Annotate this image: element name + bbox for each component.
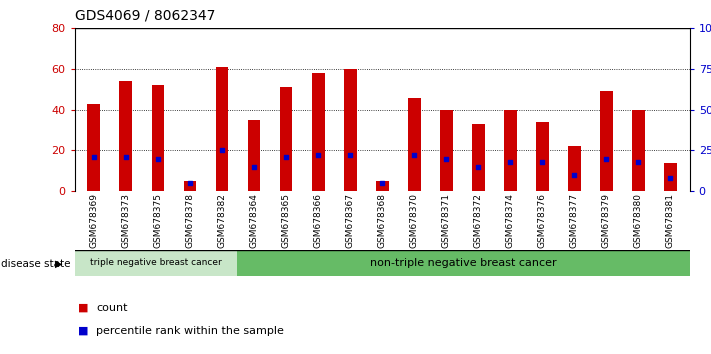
Point: [601, 156, 612, 161]
Bar: [247, 120, 260, 191]
Point: [409, 153, 420, 158]
Text: GSM678366: GSM678366: [314, 193, 323, 248]
Bar: [472, 124, 485, 191]
Text: GSM678373: GSM678373: [122, 193, 130, 248]
Text: triple negative breast cancer: triple negative breast cancer: [90, 258, 221, 267]
Text: GSM678369: GSM678369: [90, 193, 98, 248]
Text: disease state: disease state: [1, 259, 71, 269]
Text: ■: ■: [78, 326, 89, 336]
Text: GSM678370: GSM678370: [410, 193, 419, 248]
Text: GSM678364: GSM678364: [250, 193, 259, 248]
Bar: [75, 250, 237, 276]
Text: percentile rank within the sample: percentile rank within the sample: [96, 326, 284, 336]
Text: GSM678371: GSM678371: [442, 193, 451, 248]
Point: [152, 156, 164, 161]
Text: GSM678379: GSM678379: [602, 193, 611, 248]
Text: GSM678377: GSM678377: [570, 193, 579, 248]
Point: [88, 154, 100, 160]
Bar: [600, 91, 613, 191]
Bar: [215, 67, 228, 191]
Bar: [632, 110, 645, 191]
Bar: [568, 147, 581, 191]
Text: GSM678367: GSM678367: [346, 193, 355, 248]
Text: ▶: ▶: [55, 259, 63, 269]
Bar: [440, 110, 453, 191]
Point: [537, 159, 548, 165]
Point: [344, 153, 356, 158]
Point: [120, 154, 132, 160]
Text: GSM678376: GSM678376: [538, 193, 547, 248]
Bar: [375, 181, 389, 191]
Bar: [311, 73, 324, 191]
Point: [633, 159, 644, 165]
Point: [473, 164, 484, 170]
Point: [441, 156, 452, 161]
Point: [665, 175, 676, 181]
Text: GSM678374: GSM678374: [506, 193, 515, 248]
Bar: [151, 85, 164, 191]
Point: [216, 148, 228, 153]
Point: [569, 172, 580, 178]
Point: [312, 153, 324, 158]
Bar: [183, 181, 196, 191]
Point: [184, 180, 196, 186]
Bar: [237, 250, 690, 276]
Point: [505, 159, 516, 165]
Bar: [504, 110, 517, 191]
Text: GSM678380: GSM678380: [634, 193, 643, 248]
Text: GDS4069 / 8062347: GDS4069 / 8062347: [75, 9, 215, 23]
Text: GSM678378: GSM678378: [186, 193, 195, 248]
Bar: [664, 162, 677, 191]
Text: ■: ■: [78, 303, 89, 313]
Text: GSM678381: GSM678381: [666, 193, 675, 248]
Text: count: count: [96, 303, 127, 313]
Bar: [343, 69, 356, 191]
Bar: [119, 81, 132, 191]
Text: non-triple negative breast cancer: non-triple negative breast cancer: [370, 258, 557, 268]
Text: GSM678375: GSM678375: [154, 193, 162, 248]
Text: GSM678365: GSM678365: [282, 193, 291, 248]
Point: [377, 180, 388, 186]
Point: [280, 154, 292, 160]
Bar: [279, 87, 292, 191]
Bar: [408, 97, 421, 191]
Text: GSM678368: GSM678368: [378, 193, 387, 248]
Bar: [536, 122, 549, 191]
Text: GSM678372: GSM678372: [474, 193, 483, 248]
Text: GSM678382: GSM678382: [218, 193, 227, 248]
Point: [248, 164, 260, 170]
Bar: [87, 104, 100, 191]
